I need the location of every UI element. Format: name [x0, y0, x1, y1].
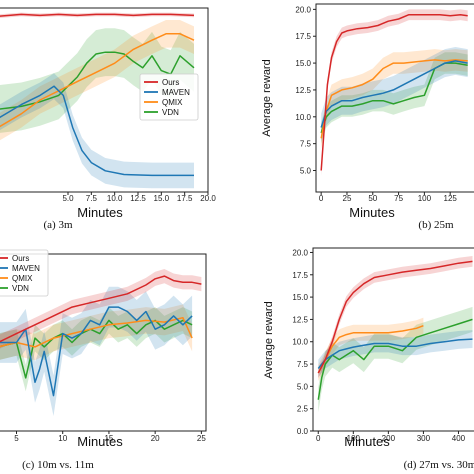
series-band-qmix: [0, 20, 194, 141]
y-tick-label: 7.5: [300, 140, 312, 149]
y-tick-label: 0.0: [297, 427, 309, 436]
x-tick-label: 200: [382, 434, 396, 443]
x-tick-label: 10.0: [107, 194, 123, 203]
series-line-qmix: [320, 59, 468, 139]
subfigure-caption: (d) 27m vs. 30m: [404, 459, 474, 471]
y-tick-label: 12.5: [292, 315, 308, 324]
series-band-maven: [318, 330, 473, 378]
series-band-vdn: [0, 307, 193, 392]
legend-label-qmix: QMIX: [12, 274, 33, 283]
series-line-qmix: [0, 33, 195, 128]
series-line-maven: [320, 60, 468, 128]
plot-series-group: [317, 256, 473, 413]
series-band-vdn: [318, 306, 473, 413]
x-tick-label: 100: [347, 434, 361, 443]
x-tick-label: 0: [316, 434, 321, 443]
legend-label-ours: Ours: [12, 254, 29, 263]
chart-panel-3m: 5.0 7.5 10.0 12.5 15.0 17.5 20.0 Minutes (a) 3m O…: [0, 7, 216, 231]
x-tick-label: 50: [368, 194, 377, 203]
y-tick-label: 17.5: [292, 271, 308, 280]
plot-series-group: [320, 9, 468, 176]
legend-label-maven: MAVEN: [12, 264, 40, 273]
series-line-qmix: [317, 324, 424, 374]
x-tick-label: 17.5: [177, 194, 193, 203]
series-band-ours: [0, 12, 194, 18]
chart-panel-25m: 0 25 50 75 100 125 5.0 7.5 10.0 12.5 15.0 17.5 20.0 M…: [261, 3, 474, 231]
x-tick-label: 125: [444, 194, 458, 203]
y-tick-label: 12.5: [295, 86, 311, 95]
series-line-ours: [317, 260, 473, 374]
subfigure-caption: (c) 10m vs. 11m: [22, 459, 94, 471]
series-band-ours: [318, 256, 473, 379]
x-axis-label: Minutes: [344, 434, 390, 449]
series-band-qmix: [318, 317, 424, 381]
x-tick-label: 0: [319, 194, 324, 203]
x-tick-label: 12.5: [130, 194, 146, 203]
y-axis-label: Average reward: [263, 301, 275, 378]
x-tick-label: 5: [14, 434, 19, 443]
y-tick-label: 2.5: [297, 405, 309, 414]
series-band-maven: [0, 286, 193, 416]
x-tick-label: 15: [104, 434, 113, 443]
plot-area: [312, 247, 474, 432]
legend-label-qmix: QMIX: [162, 98, 183, 107]
legend-box: [0, 249, 49, 297]
y-tick-label: 20.0: [295, 5, 311, 14]
y-tick-label: 15.0: [295, 59, 311, 68]
chart-panel-10m-vs-11m: 5 10 15 20 25 Minutes (c) 10m vs. 11m OursMAVEN…: [0, 249, 207, 471]
legend-label-vdn: VDN: [12, 284, 29, 293]
series-line-maven: [0, 306, 193, 397]
x-axis-label: Minutes: [349, 205, 395, 220]
legend-label-ours: Ours: [162, 78, 179, 87]
y-axis-label: Average reward: [261, 59, 273, 136]
x-tick-label: 25: [343, 194, 352, 203]
x-tick-label: 7.5: [86, 194, 98, 203]
x-tick-label: 20: [151, 434, 160, 443]
x-axis-label: Minutes: [77, 434, 123, 449]
series-band-qmix: [321, 49, 468, 149]
series-line-ours: [320, 13, 468, 171]
y-tick-label: 15.0: [292, 293, 308, 302]
y-tick-label: 10.0: [295, 113, 311, 122]
series-band-vdn: [321, 52, 468, 144]
series-line-maven: [317, 338, 473, 369]
series-band-ours: [0, 269, 202, 349]
x-tick-label: 100: [418, 194, 432, 203]
legend-box: [139, 73, 199, 121]
x-tick-label: 20.0: [200, 194, 216, 203]
y-tick-label: 10.0: [292, 338, 308, 347]
x-tick-label: 75: [394, 194, 403, 203]
series-line-vdn: [0, 51, 195, 110]
y-tick-label: 5.0: [300, 167, 312, 176]
x-tick-label: 10: [58, 434, 67, 443]
series-line-ours: [0, 275, 202, 343]
subfigure-caption: (b) 25m: [418, 219, 454, 231]
y-tick-label: 5.0: [297, 382, 309, 391]
plot-area: [315, 3, 474, 193]
y-tick-label: 17.5: [295, 32, 311, 41]
plot-series-group: [0, 269, 202, 416]
x-tick-label: 15.0: [154, 194, 170, 203]
plot-series-group: [0, 12, 195, 189]
y-tick-label: 20.0: [292, 248, 308, 257]
subfigure-caption: (a) 3m: [43, 219, 72, 231]
series-line-maven: [0, 85, 194, 177]
x-tick-label: 400: [452, 434, 466, 443]
chart-panel-27m-vs-30m: 0 100 200 300 400 0.0 2.5 5.0 7.5 10.0 12.5 15.0 17.…: [263, 247, 474, 471]
y-tick-label: 7.5: [297, 360, 309, 369]
series-line-ours: [0, 13, 195, 17]
series-band-vdn: [0, 28, 194, 133]
x-tick-label: 300: [417, 434, 431, 443]
series-line-vdn: [317, 318, 473, 400]
x-axis-label: Minutes: [77, 205, 123, 220]
x-tick-label: 5.0: [62, 194, 74, 203]
x-tick-label: 25: [197, 434, 206, 443]
legend-label-vdn: VDN: [162, 108, 179, 117]
legend-label-maven: MAVEN: [162, 88, 190, 97]
series-band-maven: [0, 73, 194, 189]
